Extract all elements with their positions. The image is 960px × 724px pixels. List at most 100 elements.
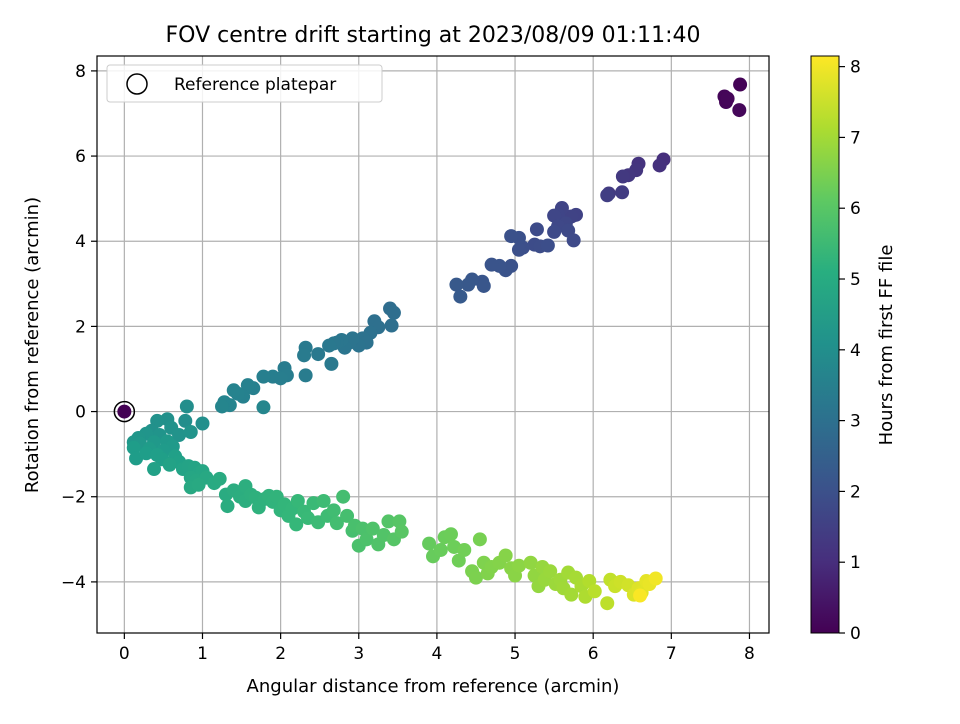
data-point bbox=[511, 558, 526, 573]
data-point bbox=[547, 208, 562, 223]
grid bbox=[97, 56, 769, 633]
x-tick-label: 7 bbox=[666, 644, 677, 664]
data-point bbox=[582, 574, 597, 589]
data-point bbox=[449, 277, 464, 292]
data-point bbox=[523, 555, 538, 570]
data-point bbox=[220, 499, 235, 514]
data-point bbox=[179, 399, 194, 414]
data-point bbox=[484, 257, 499, 272]
data-point bbox=[615, 169, 630, 184]
plot-frame bbox=[96, 55, 770, 634]
legend: Reference platepar bbox=[106, 64, 383, 103]
data-point bbox=[324, 356, 339, 371]
data-point bbox=[183, 425, 198, 440]
y-axis-ticks: −4 −2 0 2 4 6 8 bbox=[61, 62, 97, 593]
data-point bbox=[443, 527, 458, 542]
colorbar-tick-label: 4 bbox=[850, 341, 861, 361]
y-tick-label: 8 bbox=[75, 62, 86, 82]
data-point bbox=[461, 277, 476, 292]
data-point bbox=[648, 571, 663, 586]
data-point bbox=[298, 368, 313, 383]
y-tick-label: 2 bbox=[75, 317, 86, 337]
legend-label: Reference platepar bbox=[174, 75, 336, 95]
data-point bbox=[433, 542, 448, 557]
data-point bbox=[215, 399, 230, 414]
data-point bbox=[290, 493, 305, 508]
data-point bbox=[600, 188, 615, 203]
x-tick-label: 5 bbox=[510, 644, 521, 664]
data-point bbox=[336, 489, 351, 504]
y-tick-label: −4 bbox=[61, 573, 86, 593]
data-point bbox=[226, 383, 241, 398]
chart-title: FOV centre drift starting at 2023/08/09 … bbox=[166, 23, 701, 48]
data-point bbox=[191, 477, 206, 492]
data-point bbox=[720, 91, 735, 106]
data-point bbox=[566, 233, 581, 248]
data-point bbox=[564, 587, 579, 602]
y-tick-label: 4 bbox=[75, 232, 86, 252]
data-point bbox=[126, 440, 141, 455]
colorbar-tick-label: 7 bbox=[850, 128, 861, 148]
reference-marker-group bbox=[113, 400, 136, 423]
colorbar-tick-label: 2 bbox=[850, 482, 861, 502]
data-point bbox=[240, 378, 255, 393]
y-axis-label: Rotation from reference (arcmin) bbox=[22, 197, 43, 493]
data-point bbox=[422, 536, 437, 551]
data-point bbox=[472, 532, 487, 547]
reference-point bbox=[117, 404, 132, 419]
data-point bbox=[147, 462, 162, 477]
colorbar-tick-label: 6 bbox=[850, 199, 861, 219]
legend-marker-icon bbox=[126, 73, 148, 95]
colorbar-tick-label: 1 bbox=[850, 553, 861, 573]
x-tick-label: 4 bbox=[431, 644, 442, 664]
data-point bbox=[340, 508, 355, 523]
data-point bbox=[633, 588, 648, 603]
data-point bbox=[162, 457, 177, 472]
data-point bbox=[316, 493, 331, 508]
data-point bbox=[386, 305, 401, 320]
data-point bbox=[547, 224, 562, 239]
data-point bbox=[543, 564, 558, 579]
data-point bbox=[384, 318, 399, 333]
data-point bbox=[476, 278, 491, 293]
x-axis-ticks: 0 1 2 3 4 5 6 7 8 bbox=[119, 633, 755, 664]
data-point bbox=[322, 338, 337, 353]
data-point bbox=[468, 570, 483, 585]
y-tick-label: −2 bbox=[61, 488, 86, 508]
colorbar bbox=[810, 55, 840, 634]
data-point bbox=[172, 427, 187, 442]
data-point bbox=[256, 369, 271, 384]
colorbar-tick-label: 3 bbox=[850, 412, 861, 432]
data-point bbox=[615, 185, 630, 200]
data-point bbox=[297, 348, 312, 363]
y-tick-label: 6 bbox=[75, 147, 86, 167]
data-point bbox=[326, 503, 341, 518]
colorbar-tick-label: 0 bbox=[850, 624, 861, 644]
data-point bbox=[355, 521, 370, 536]
data-points bbox=[126, 77, 748, 611]
x-tick-label: 3 bbox=[353, 644, 364, 664]
data-point bbox=[652, 158, 667, 173]
data-point bbox=[511, 242, 526, 257]
data-point bbox=[195, 416, 210, 431]
data-point bbox=[289, 517, 304, 532]
data-point bbox=[139, 446, 154, 461]
x-tick-label: 8 bbox=[744, 644, 755, 664]
data-point bbox=[256, 400, 271, 415]
y-tick-label: 0 bbox=[75, 403, 86, 423]
data-point bbox=[451, 553, 466, 568]
data-point bbox=[457, 542, 472, 557]
data-point bbox=[178, 413, 193, 428]
data-point bbox=[212, 471, 227, 486]
x-tick-label: 1 bbox=[197, 644, 208, 664]
data-point bbox=[587, 584, 602, 599]
colorbar-ticks: 0 1 2 3 4 5 6 7 8 bbox=[839, 58, 861, 644]
data-point bbox=[540, 238, 555, 253]
x-axis-label: Angular distance from reference (arcmin) bbox=[247, 676, 620, 697]
data-point bbox=[381, 514, 396, 529]
data-point bbox=[394, 524, 409, 539]
x-tick-label: 2 bbox=[275, 644, 286, 664]
data-point bbox=[365, 521, 380, 536]
